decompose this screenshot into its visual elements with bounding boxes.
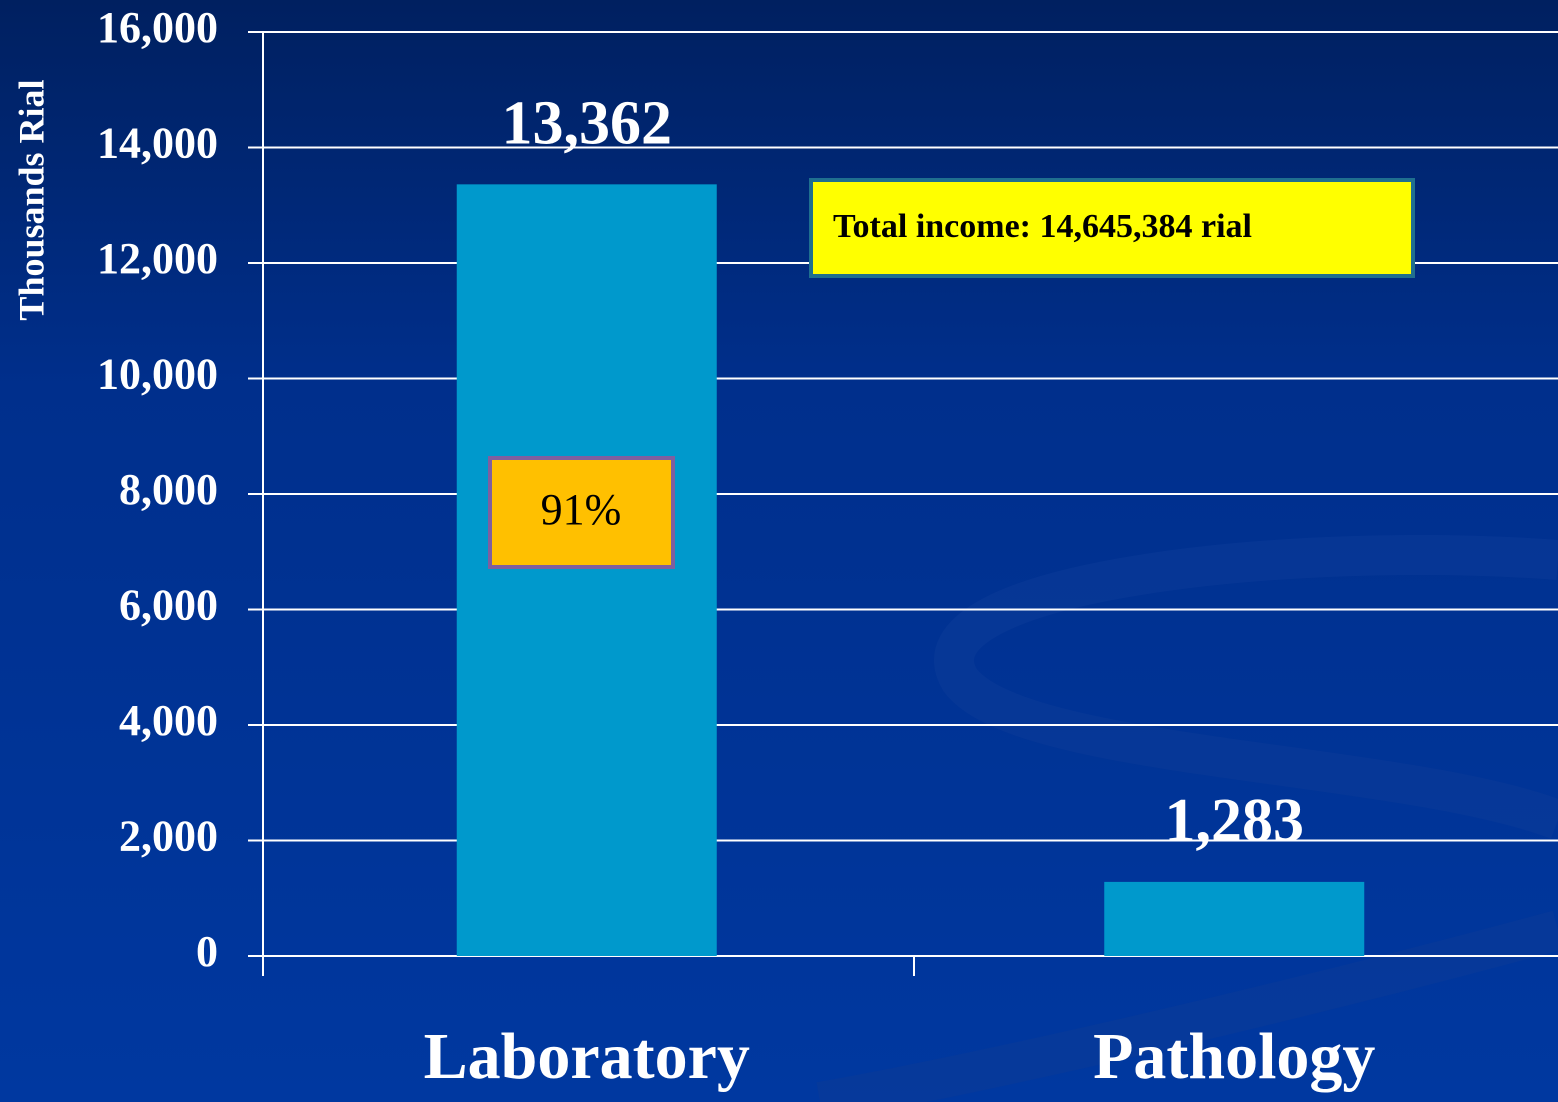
share-box: [488, 456, 675, 569]
y-tick-label: 14,000: [97, 119, 218, 168]
y-tick-label: 8,000: [119, 465, 218, 514]
data-label: 1,283: [1165, 787, 1305, 855]
x-tick-label: Laboratory: [424, 1020, 750, 1093]
decor-swirl: [816, 910, 1558, 1102]
x-tick-label: Pathology: [1093, 1020, 1375, 1093]
bar: [1104, 881, 1365, 956]
y-tick-label: 12,000: [97, 234, 218, 283]
annotation: Total income: 14,645,384 rial: [833, 208, 1252, 245]
data-label: 13,362: [502, 90, 673, 158]
decor-swirl: [934, 535, 1558, 839]
y-tick-label: 6,000: [119, 581, 218, 630]
annotation-box: [809, 178, 1415, 278]
bar: [456, 184, 717, 957]
share-label: 91%: [541, 485, 622, 534]
y-tick-label: 16,000: [97, 3, 218, 52]
y-tick-label: 2,000: [119, 812, 218, 861]
y-tick-label: 4,000: [119, 696, 218, 745]
y-tick-label: 0: [196, 927, 218, 976]
y-axis-title: Thousands Rial: [11, 79, 51, 320]
y-tick-label: 10,000: [97, 350, 218, 399]
